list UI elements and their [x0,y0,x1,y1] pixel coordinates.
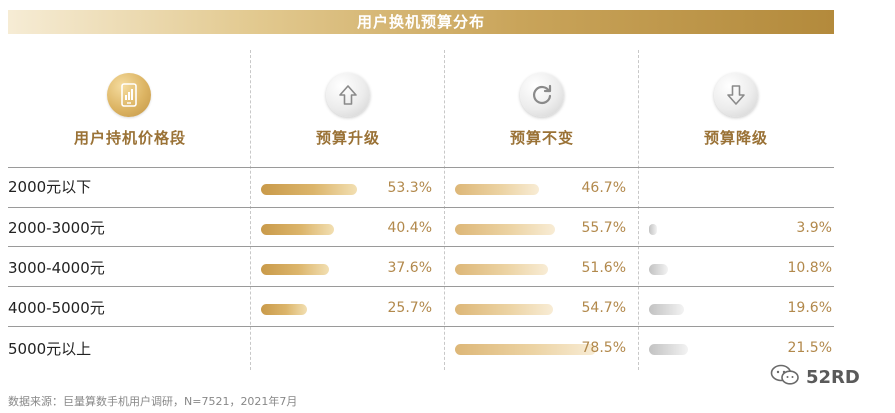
bar-downgrade [649,264,669,275]
bar-upgrade [261,184,357,195]
bar-downgrade [649,224,657,235]
value-label-upgrade: 25.7% [387,300,432,316]
row-label-2000-3000: 2000-3000元 [8,219,105,237]
bar-unchanged [455,304,554,315]
wechat-icon [770,364,800,391]
value-label-upgrade: 37.6% [387,260,432,276]
row-label-5000-above: 5000元以上 [8,340,92,358]
value-label-downgrade: 3.9% [796,220,832,236]
value-label-unchanged: 46.7% [581,180,626,196]
row-separator [8,326,834,327]
column-header-upgrade: 预算升级 [315,129,380,147]
smartphone-chart-icon [107,73,151,117]
bar-upgrade [261,224,334,235]
bar-upgrade [261,264,329,275]
row-separator [8,286,834,287]
row-label-3000-4000: 3000-4000元 [8,259,105,277]
title-bar [8,10,834,34]
column-header-segment: 用户持机价格段 [73,129,186,147]
column-divider [444,50,445,370]
row-separator [8,246,834,247]
column-divider [638,50,639,370]
column-divider [250,50,251,370]
column-header-unchanged: 预算不变 [509,129,574,147]
value-label-downgrade: 21.5% [787,340,832,356]
arrow-down-icon [714,73,758,117]
watermark-text: 52RD [806,366,860,388]
value-label-unchanged: 51.6% [581,260,626,276]
row-label-2000-below: 2000元以下 [8,178,92,196]
row-label-4000-5000: 4000-5000元 [8,299,105,317]
value-label-upgrade: 40.4% [387,220,432,236]
bar-unchanged [455,224,556,235]
value-label-downgrade: 10.8% [787,260,832,276]
bar-upgrade [261,304,308,315]
source-note: 数据来源：巨量算数手机用户调研，N=7521，2021年7月 [8,395,298,408]
value-label-unchanged: 78.5% [581,340,626,356]
table-top-rule [8,167,834,168]
value-label-unchanged: 55.7% [581,220,626,236]
bar-downgrade [649,304,685,315]
column-header-downgrade: 预算降级 [703,129,768,147]
row-separator [8,207,834,208]
chart-title: 用户换机预算分布 [356,13,485,31]
refresh-icon [520,73,564,117]
arrow-up-icon [326,73,370,117]
value-label-upgrade: 53.3% [387,180,432,196]
watermark: 52RD [770,364,860,391]
value-label-unchanged: 54.7% [581,300,626,316]
bar-unchanged [455,184,540,195]
bar-unchanged [455,344,597,355]
bar-unchanged [455,264,548,275]
bar-downgrade [649,344,688,355]
value-label-downgrade: 19.6% [787,300,832,316]
